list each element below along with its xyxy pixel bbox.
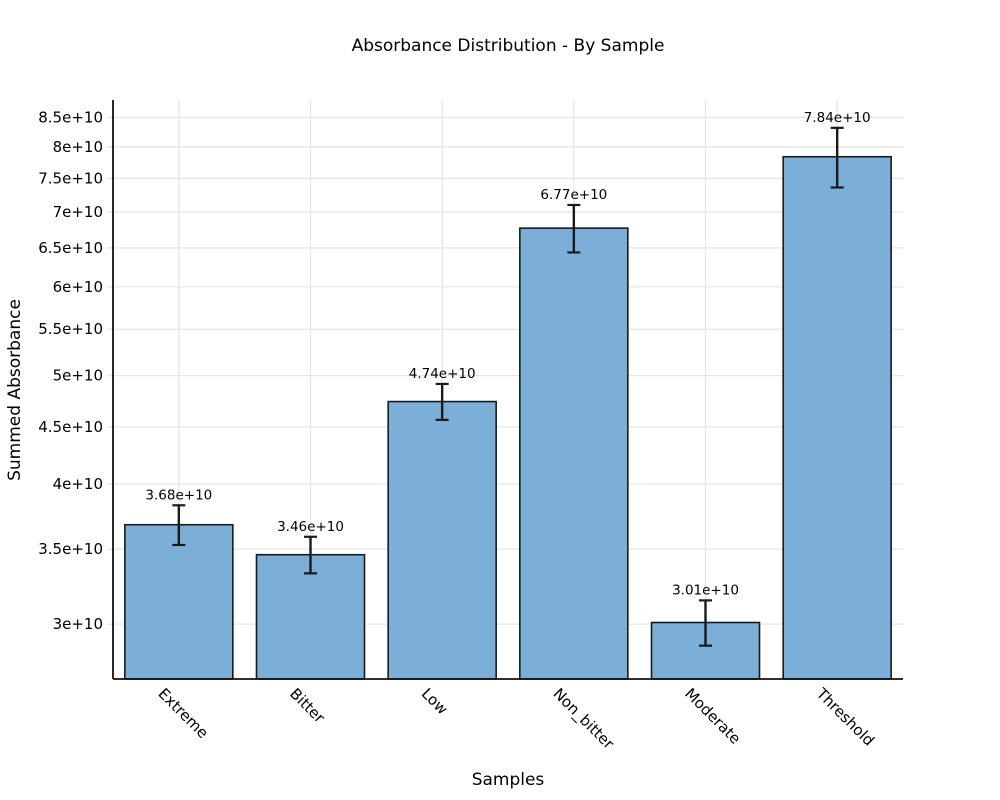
x-tick-label: Extreme <box>155 685 212 742</box>
y-tick-label: 8e+10 <box>53 138 103 156</box>
y-tick-label: 7.5e+10 <box>38 169 103 187</box>
bar-value-label: 3.68e+10 <box>145 487 212 503</box>
bar-value-label: 4.74e+10 <box>409 366 476 382</box>
chart-title: Absorbance Distribution - By Sample <box>351 36 665 56</box>
y-tick-label: 6e+10 <box>53 278 103 296</box>
bar-value-label: 3.46e+10 <box>277 519 344 535</box>
x-axis-title: Samples <box>471 770 545 790</box>
y-tick-label: 3.5e+10 <box>38 540 103 558</box>
y-tick-label: 5e+10 <box>53 367 103 385</box>
x-tick-label: Low <box>418 685 452 719</box>
bar-non_bitter[interactable] <box>519 227 629 680</box>
x-tick-label: Bitter <box>286 685 329 728</box>
x-tick-label: Threshold <box>812 684 878 750</box>
y-tick-label: 4.5e+10 <box>38 418 103 436</box>
bar-bitter[interactable] <box>255 553 366 680</box>
x-tick-label: Moderate <box>681 685 744 748</box>
bar-extreme[interactable] <box>124 523 234 680</box>
y-tick-label: 5.5e+10 <box>38 320 103 338</box>
y-tick-label: 8.5e+10 <box>38 108 103 126</box>
bar-value-label: 6.77e+10 <box>540 187 607 203</box>
x-tick-label: Non_bitter <box>549 685 618 754</box>
bar-value-label: 7.84e+10 <box>804 110 871 126</box>
bar-low[interactable] <box>387 400 497 680</box>
y-tick-label: 4e+10 <box>53 475 103 493</box>
y-tick-label: 6.5e+10 <box>38 239 103 257</box>
bar-threshold[interactable] <box>782 155 892 680</box>
y-tick-label: 7e+10 <box>53 203 103 221</box>
y-tick-label: 3e+10 <box>53 615 103 633</box>
bar-value-label: 3.01e+10 <box>672 582 739 598</box>
